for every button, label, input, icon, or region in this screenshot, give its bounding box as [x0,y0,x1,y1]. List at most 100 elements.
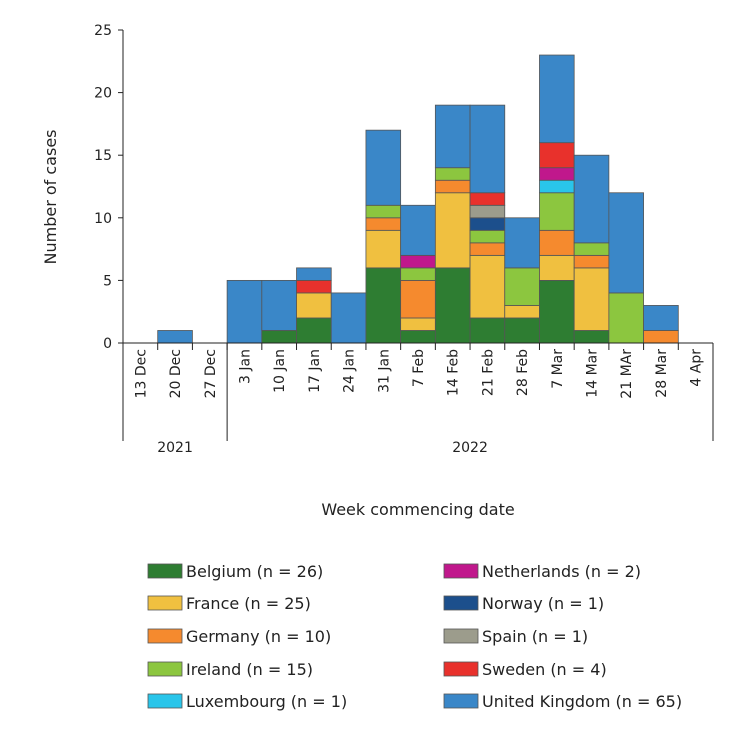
bar-segment-ireland [434,167,471,181]
bar-segment-france [573,267,610,331]
legend-swatch [147,661,183,677]
bar-segment-belgium [296,317,332,344]
y-tick-label: 25 [94,23,112,39]
x-tick-label: 31 Jan [376,349,392,393]
x-tick-label: 27 Dec [203,349,219,398]
x-tick-label: 21 MAr [619,349,635,399]
x-tick-label: 10 Jan [272,349,288,393]
legend-label: Netherlands (n = 2) [482,562,641,581]
legend-label: United Kingdom (n = 65) [482,692,682,711]
bar-segment-belgium [365,267,402,344]
bar-segment-germany [434,179,471,194]
legend-label: Belgium (n = 26) [186,562,323,581]
bar-segment-germany [539,229,575,256]
bar-segment-ireland [573,242,610,256]
bar-segment-united-kingdom [261,279,297,331]
bar-segment-germany [573,254,610,269]
bar-segment-united-kingdom [469,104,506,194]
bar-segment-united-kingdom [643,305,679,331]
bar-segment-belgium [261,330,297,344]
year-label: 2021 [157,440,193,456]
y-tick-label: 15 [94,148,112,164]
bar-segment-france [434,192,471,269]
bar-segment-france [504,305,540,319]
bar-segment-ireland [400,267,436,281]
bar-segment-belgium [504,317,540,344]
x-tick-label: 20 Dec [168,349,184,398]
bar-segment-belgium [400,330,436,344]
x-tick-label: 17 Jan [307,349,323,393]
y-axis-title: Number of cases [41,130,60,265]
bar-segment-united-kingdom [504,217,540,269]
x-tick-label: 28 Mar [654,349,670,398]
year-label: 2022 [452,440,488,456]
legend-swatch [443,661,479,677]
bar-segment-germany [365,217,402,231]
legend-swatch [147,628,183,644]
y-tick-label: 0 [103,336,112,352]
bar-segment-belgium [539,279,575,344]
bar-segment-united-kingdom [434,104,471,169]
legend-swatch [443,693,479,709]
x-tick-label: 14 Feb [446,349,462,396]
bar-segment-luxembourg [539,179,575,194]
x-tick-label: 3 Jan [237,349,253,384]
legend-swatch [147,595,183,611]
x-tick-label: 7 Mar [550,349,566,389]
bar-segment-united-kingdom [365,129,402,206]
y-tick-label: 5 [103,273,112,289]
bar-segment-sweden [469,192,506,206]
axes-layer: 0 5 10 15 20 25 13 Dec 20 Dec 27 Dec 3 Jan 10 Jan 1… [94,23,714,456]
legend-label: Luxembourg (n = 1) [186,692,347,711]
bar-segment-france [365,229,402,269]
bar-segment-ireland [504,267,540,306]
bar-segment-sweden [539,142,575,169]
bar-segment-netherlands [400,254,436,269]
bar-segment-france [400,317,436,331]
bar-segment-ireland [469,229,506,244]
bar-segment-belgium [434,267,471,344]
bar-segment-united-kingdom [539,54,575,144]
bar-segment-germany [400,279,436,319]
x-tick-label: 24 Jan [342,349,358,393]
bar-segment-germany [643,330,679,344]
x-tick-label: 4 Apr [689,349,705,387]
legend-label: France (n = 25) [186,594,311,613]
bar-segment-belgium [573,330,610,344]
bar-segment-germany [469,242,506,256]
bar-segment-united-kingdom [608,192,644,294]
legend-label: Norway (n = 1) [482,594,604,613]
legend: Belgium (n = 26) France (n = 25) Germany (… [147,562,682,711]
bars-layer [157,54,679,344]
x-tick-label: 7 Feb [411,349,427,387]
legend-label: Sweden (n = 4) [482,660,607,679]
bar-segment-united-kingdom [157,330,193,344]
x-tick-label: 21 Feb [480,349,496,396]
bar-segment-ireland [365,204,402,219]
bar-segment-united-kingdom [296,267,332,281]
bar-segment-united-kingdom [226,279,263,344]
bar-segment-netherlands [539,167,575,181]
legend-label: Germany (n = 10) [186,627,331,646]
legend-label: Spain (n = 1) [482,627,588,646]
bar-segment-france [296,292,332,319]
bar-segment-ireland [539,192,575,231]
bar-segment-spain [469,204,506,219]
x-tick-label: 13 Dec [133,349,149,398]
bar-segment-france [539,254,575,281]
x-tick-label: 28 Feb [515,349,531,396]
bar-segment-norway [469,217,506,231]
y-tick-label: 20 [94,86,112,102]
bar-segment-united-kingdom [330,292,367,344]
bar-segment-belgium [469,317,506,344]
y-tick-label: 10 [94,211,112,227]
legend-swatch [443,595,479,611]
bar-segment-sweden [296,279,332,294]
legend-swatch [443,628,479,644]
legend-swatch [443,563,479,579]
legend-swatch [147,693,183,709]
bar-segment-france [469,254,506,319]
x-tick-label: 14 Mar [585,349,601,398]
bar-segment-united-kingdom [573,154,610,244]
